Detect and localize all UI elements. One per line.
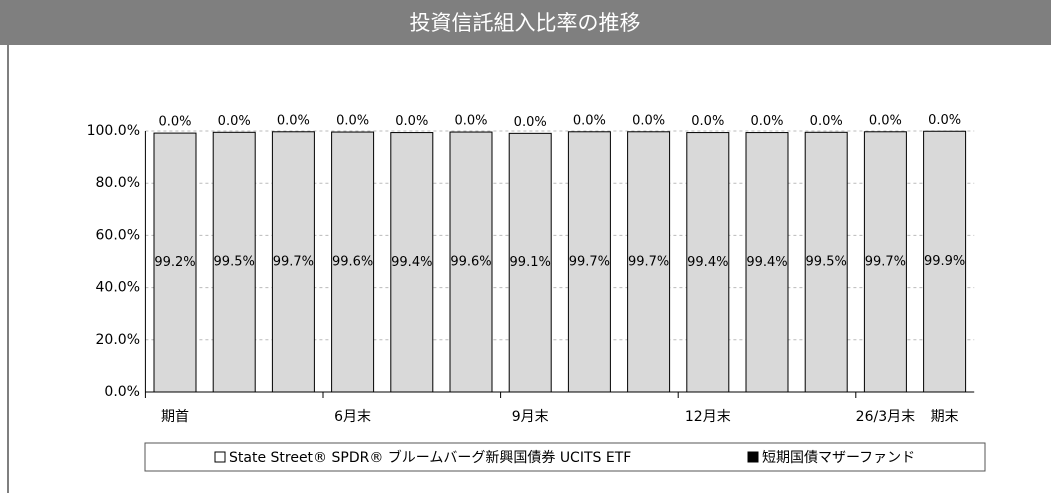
data-label: 0.0% xyxy=(218,114,251,129)
bar-segment xyxy=(567,131,611,393)
data-label: 0.0% xyxy=(277,113,310,128)
data-label: 99.4% xyxy=(687,255,728,270)
data-label: 99.9% xyxy=(924,254,965,269)
chart-title: 投資信託組入比率の推移 xyxy=(410,11,641,35)
data-label: 99.7% xyxy=(273,254,314,269)
data-label: 0.0% xyxy=(810,114,843,129)
x-tick-label: 12月末 xyxy=(685,409,731,425)
data-label: 99.7% xyxy=(569,254,610,269)
bar-segment xyxy=(686,132,730,393)
data-label: 99.2% xyxy=(154,255,195,270)
data-label: 99.7% xyxy=(865,254,906,269)
data-label: 99.1% xyxy=(510,255,551,270)
data-label: 0.0% xyxy=(514,115,547,130)
legend-box xyxy=(144,442,986,472)
bar-segment xyxy=(449,131,493,393)
legend-swatch xyxy=(214,451,226,463)
data-label: 0.0% xyxy=(158,115,191,130)
bar-segment xyxy=(627,131,671,393)
data-label: 0.0% xyxy=(454,114,487,129)
data-label: 99.6% xyxy=(450,255,491,270)
bar-segment xyxy=(390,132,434,393)
legend-label: State Street® SPDR® ブルームバーグ新興国債券 UCITS E… xyxy=(229,449,631,466)
y-tick-label: 60.0% xyxy=(96,227,140,243)
data-label: 99.4% xyxy=(391,255,432,270)
x-tick-label: 9月末 xyxy=(512,409,549,425)
data-label: 0.0% xyxy=(691,114,724,129)
data-label: 0.0% xyxy=(632,113,665,128)
header-bar xyxy=(0,0,1051,45)
bar-segment xyxy=(863,131,907,393)
bar-segment xyxy=(804,131,848,393)
legend-label: 短期国債マザーファンド xyxy=(762,450,915,466)
data-label: 99.6% xyxy=(332,255,373,270)
data-label: 0.0% xyxy=(336,114,369,129)
data-label: 99.5% xyxy=(214,255,255,270)
x-tick-label: 期首 xyxy=(161,409,189,425)
data-label: 0.0% xyxy=(395,114,428,129)
bar-segment xyxy=(745,132,789,393)
data-label: 0.0% xyxy=(869,113,902,128)
x-tick-label: 6月末 xyxy=(334,409,371,425)
x-tick-label: 26/3月末 xyxy=(856,409,915,425)
data-label: 99.7% xyxy=(628,254,669,269)
data-label: 0.0% xyxy=(573,113,606,128)
data-label: 0.0% xyxy=(750,114,783,129)
x-tick-label: 期末 xyxy=(931,409,959,425)
y-tick-label: 20.0% xyxy=(96,332,140,348)
y-tick-label: 100.0% xyxy=(87,123,140,139)
data-label: 99.4% xyxy=(746,255,787,270)
data-label: 0.0% xyxy=(928,113,961,128)
y-tick-label: 0.0% xyxy=(104,384,140,400)
bar-segment xyxy=(508,132,552,393)
y-tick-label: 40.0% xyxy=(96,280,140,296)
bar-segment xyxy=(923,130,967,393)
y-tick-label: 80.0% xyxy=(96,175,140,191)
legend-swatch xyxy=(747,451,759,463)
data-label: 99.5% xyxy=(806,255,847,270)
